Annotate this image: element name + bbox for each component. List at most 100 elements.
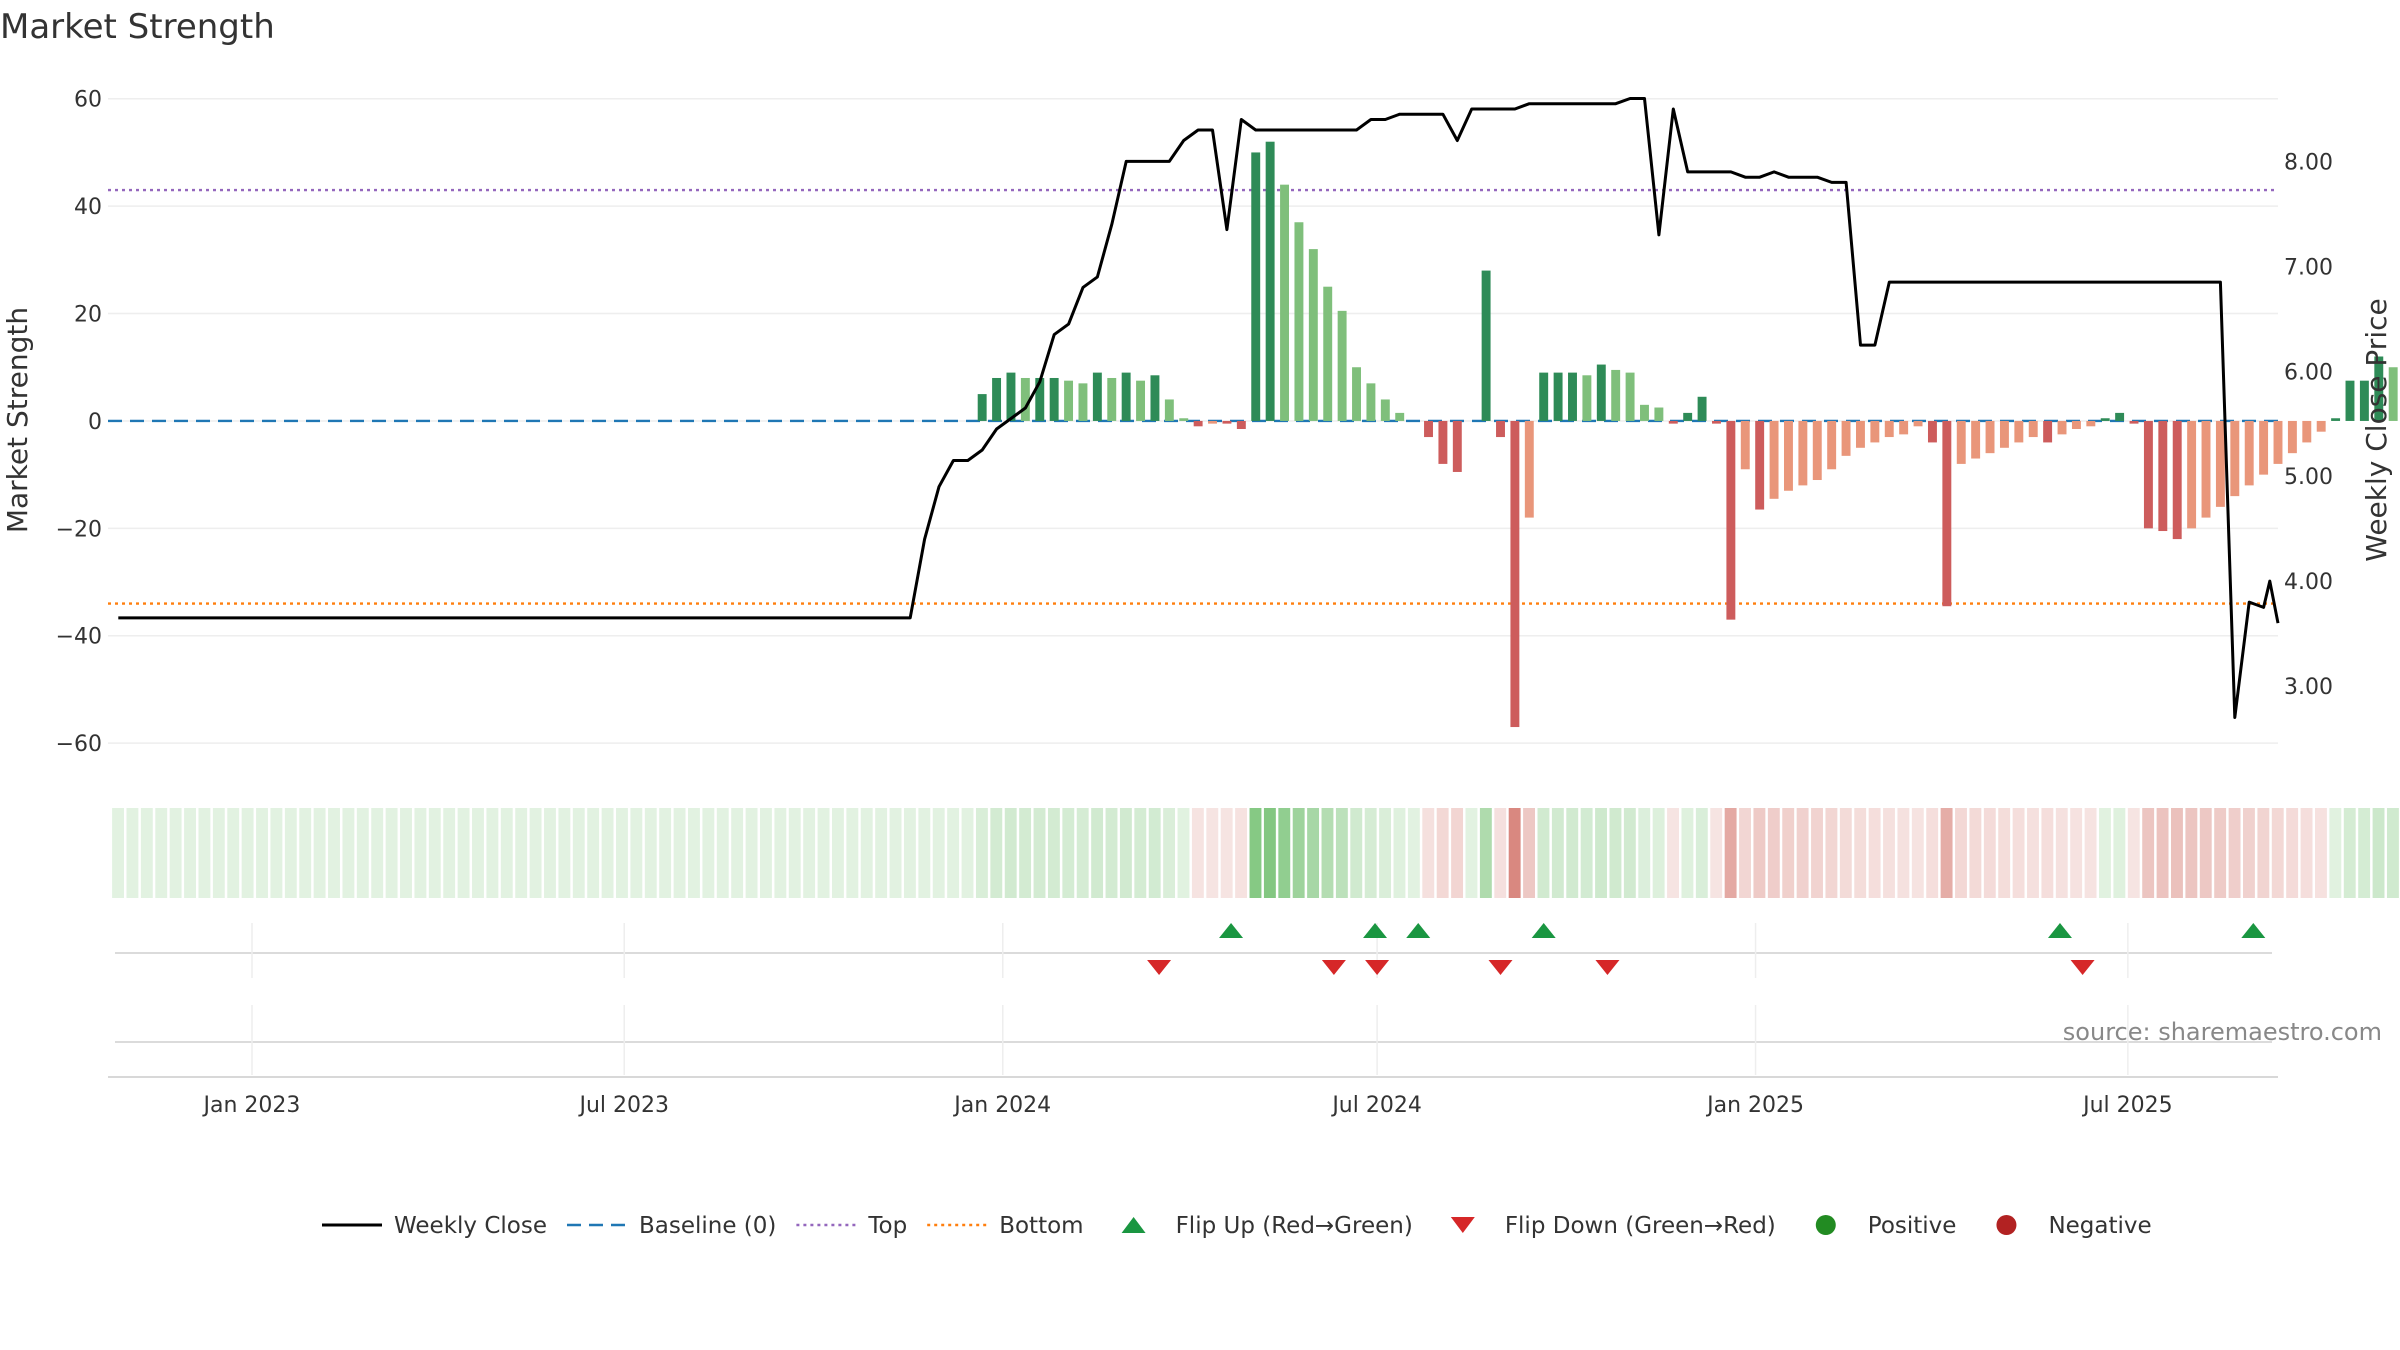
heat-cell [860, 808, 873, 898]
strength-bar [1424, 420, 1433, 438]
strength-bar [1150, 375, 1160, 421]
flip-up-marker [1406, 923, 1431, 938]
heat-cell [1681, 808, 1694, 898]
strength-bar [1236, 420, 1246, 429]
strength-bar [1193, 420, 1203, 427]
strength-bar [2043, 420, 2053, 443]
y-axis-label: Market Strength [1, 307, 34, 533]
heat-cell [1105, 808, 1118, 898]
legend-label: Negative [2048, 1213, 2151, 1239]
strength-bar [1553, 372, 1563, 421]
axes: 60 40 20 0 −20 −40 −60 8.00 7.00 6.00 5.00 4.00 3.00 [56, 88, 2333, 757]
heat-cell [1148, 808, 1161, 898]
heat-cell [2300, 808, 2313, 898]
heat-cell [1868, 808, 1881, 898]
heat-cell [1134, 808, 1147, 898]
heat-cell [1465, 808, 1478, 898]
heat-cell [2099, 808, 2111, 898]
heat-cell [414, 808, 427, 898]
strength-bar [1784, 420, 1793, 491]
strength-bar [1265, 141, 1275, 421]
heat-cell [1033, 808, 1046, 898]
heat-cell [1004, 808, 1017, 898]
strength-bar [1280, 184, 1289, 421]
legend-label: Flip Down (Green→Red) [1505, 1213, 1776, 1239]
flip-up-marker [2047, 923, 2072, 938]
heat-cell [1825, 808, 1838, 898]
heat-cell [500, 808, 513, 898]
strength-bar [1208, 420, 1218, 424]
y-tick-label: 40 [74, 195, 102, 220]
heat-cell [1479, 808, 1492, 898]
strength-bar [1755, 420, 1765, 510]
heat-cell [1695, 808, 1708, 898]
legend-swatch [1815, 1215, 1836, 1235]
heat-cell [1739, 808, 1751, 898]
heat-cell [1566, 808, 1579, 898]
legend-item: Positive [1815, 1213, 1957, 1239]
y-tick-label: 0 [88, 410, 102, 435]
strength-bar [1020, 377, 1030, 421]
heat-cell [1321, 808, 1334, 898]
heat-cell [1163, 808, 1176, 898]
legend-label: Positive [1868, 1213, 1957, 1239]
strength-bar [1524, 420, 1534, 518]
heat-cell [1191, 808, 1204, 898]
strength-bar [1481, 270, 1491, 421]
strength-bar [1942, 420, 1952, 607]
heat-cell [2142, 808, 2155, 898]
strength-bar [2057, 420, 2067, 435]
heat-cell [1422, 808, 1435, 898]
strength-bar [2100, 418, 2110, 421]
heat-cell [2386, 808, 2399, 898]
strength-bar [2259, 420, 2269, 475]
heat-cell [889, 808, 902, 898]
heat-cell [760, 808, 772, 898]
strength-bar [1035, 377, 1045, 421]
flip-up-marker [1219, 923, 1244, 938]
heat-cell [1710, 808, 1723, 898]
heat-cell [846, 808, 859, 898]
heat-cell [313, 808, 326, 898]
strength-bar [2230, 420, 2240, 497]
flip-markers [115, 923, 2272, 1075]
heat-cell [400, 808, 412, 898]
legend-swatch [1121, 1217, 1146, 1233]
strength-bar [1827, 420, 1837, 470]
heat-cell [1969, 808, 1982, 898]
y2-tick-label: 8.00 [2284, 150, 2333, 175]
strength-bar [1927, 420, 1937, 443]
strength-bar [1841, 420, 1851, 456]
heat-cell [385, 808, 398, 898]
heat-cell [1523, 808, 1535, 898]
legend-item: Bottom [927, 1213, 1084, 1239]
y2-tick-label: 4.00 [2284, 570, 2333, 595]
strength-bar [1179, 418, 1189, 421]
heat-cell [1724, 808, 1737, 898]
heat-cell [1551, 808, 1564, 898]
strength-bar [1452, 420, 1462, 472]
legend-label: Top [867, 1213, 907, 1239]
heat-cell [1926, 808, 1939, 898]
heat-cell [2041, 808, 2054, 898]
y-tick-label: 20 [74, 303, 102, 328]
heat-cell [1609, 808, 1622, 898]
heat-cell [2055, 808, 2068, 898]
flip-up-marker [2241, 923, 2266, 938]
heat-cell [1364, 808, 1377, 898]
strength-bar [1884, 420, 1894, 438]
legend-label: Weekly Close [394, 1213, 547, 1239]
heat-cell [443, 808, 456, 898]
heat-cell [342, 808, 355, 898]
heat-cell [1350, 808, 1363, 898]
source-credit: source: sharemaestro.com [2063, 1018, 2382, 1046]
legend-label: Flip Up (Red→Green) [1176, 1213, 1413, 1239]
flip-down-marker [1321, 960, 1346, 975]
strength-bar [1049, 377, 1059, 421]
heat-cell [1767, 808, 1780, 898]
strength-bar [1726, 420, 1736, 620]
legend-label: Bottom [999, 1213, 1083, 1239]
heat-cell [486, 808, 499, 898]
strength-bar [2244, 420, 2254, 486]
heat-cell [1407, 808, 1420, 898]
